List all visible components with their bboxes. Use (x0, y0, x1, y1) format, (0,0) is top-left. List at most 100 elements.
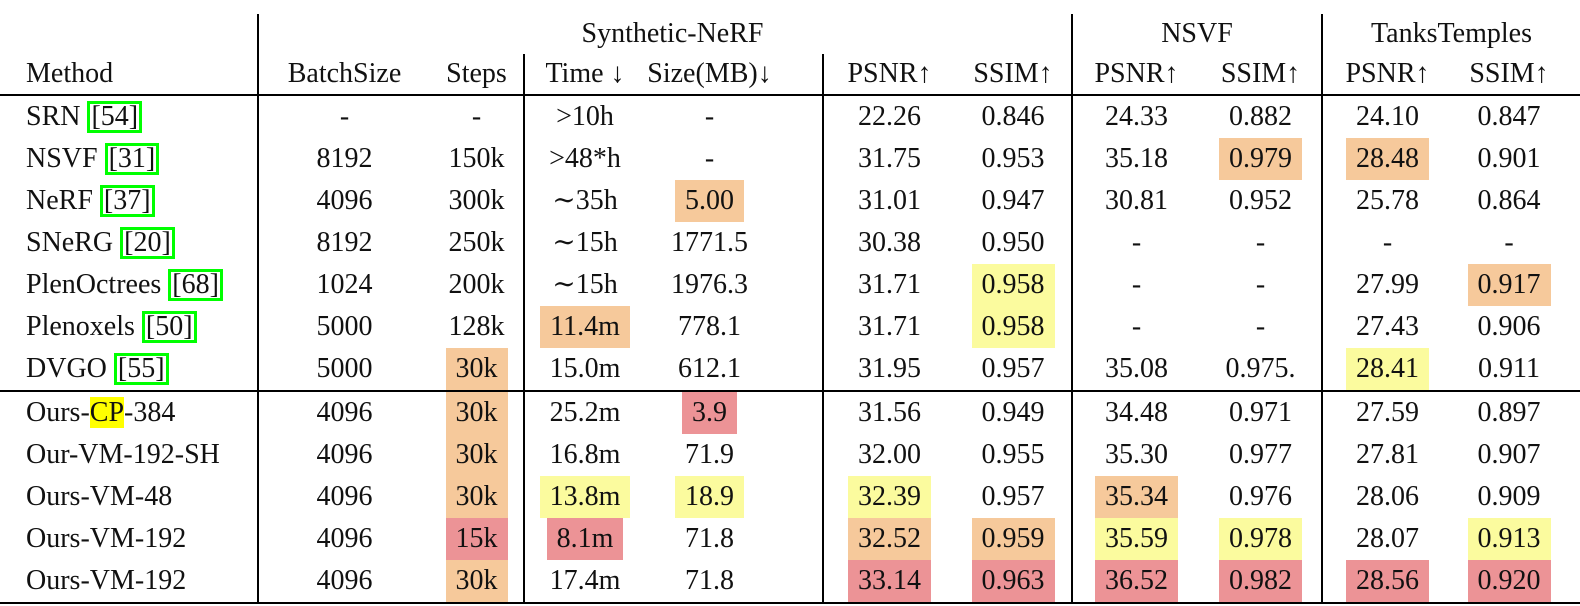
cell-psnr-tt: 27.59 (1321, 391, 1452, 434)
cell-batchsize: 8192 (257, 138, 430, 180)
citation-link[interactable]: [54] (87, 100, 143, 134)
col-header-size: Size(MB)↓ (645, 54, 823, 96)
cell-ssim-nsvf: - (1255, 227, 1266, 259)
cell-steps: 128k (448, 311, 505, 343)
cell-ssim-nsvf: 0.952 (1229, 185, 1292, 217)
method-cell: Ours-VM-192 (26, 523, 187, 555)
cell-ssim-syn: 0.959 (955, 518, 1072, 560)
cell-ssim-syn: 0.963 (955, 560, 1072, 603)
highlighted-value: 35.34 (1095, 476, 1178, 518)
cell-size: 612.1 (678, 353, 741, 385)
cell-time: ∼15h (523, 264, 645, 306)
citation-link[interactable]: [20] (120, 226, 175, 260)
cell-ssim-nsvf: 0.971 (1229, 397, 1292, 429)
group-header-tankstemples: TanksTemples (1321, 14, 1580, 54)
cell-ssim-nsvf: - (1255, 269, 1266, 301)
table-row: Ours-VM-192 4096 30k 17.4m 71.8 33.14 0.963 36.… (0, 560, 1580, 603)
cell-psnr-nsvf: 30.81 (1071, 180, 1200, 222)
cell-psnr-tt: 28.56 (1321, 560, 1452, 603)
cell-ssim-tt: 0.911 (1478, 353, 1540, 385)
col-header-batchsize: BatchSize (257, 54, 430, 96)
method-cell: PlenOctrees [68] (0, 264, 258, 306)
cell-psnr-tt: 27.43 (1321, 306, 1452, 348)
table-row: PlenOctrees [68] 1024 200k ∼15h 1976.3 31.71 0.… (0, 264, 1580, 306)
cell-psnr-nsvf: 35.34 (1071, 476, 1200, 518)
cell-psnr-tt: 28.07 (1321, 518, 1452, 560)
cell-ssim-nsvf: 0.975. (1225, 353, 1296, 385)
method-cell: Ours-CP-384 (26, 397, 176, 429)
cell-size: 3.9 (645, 391, 823, 434)
cell-steps: 30k (430, 348, 524, 391)
cell-size: 18.9 (645, 476, 823, 518)
highlighted-value: 0.920 (1467, 560, 1551, 602)
cell-psnr-syn: 31.75 (822, 138, 955, 180)
cell-time: 13.8m (523, 476, 645, 518)
citation-link[interactable]: [31] (104, 142, 160, 176)
cell-ssim-tt: 0.917 (1452, 264, 1580, 306)
cell-steps: 200k (448, 269, 505, 301)
highlighted-value: 0.982 (1219, 560, 1302, 602)
cell-batchsize: 5000 (257, 348, 430, 391)
cell-batchsize: 5000 (257, 306, 430, 348)
cell-ssim-tt: 0.897 (1477, 397, 1541, 429)
cell-ssim-syn: 0.957 (981, 481, 1045, 513)
cell-size: 71.9 (685, 439, 734, 471)
cell-ssim-nsvf: 0.976 (1229, 481, 1292, 513)
cell-ssim-nsvf: 0.978 (1200, 518, 1322, 560)
highlighted-value: 0.959 (971, 518, 1055, 560)
cell-time: 11.4m (523, 306, 645, 348)
highlighted-value: 32.52 (848, 518, 931, 560)
highlighted-value: 30k (445, 348, 508, 390)
cell-size: 778.1 (678, 311, 741, 343)
citation-link[interactable]: [68] (168, 268, 223, 302)
cell-psnr-tt: 25.78 (1321, 180, 1452, 222)
cell-ssim-tt: 0.920 (1452, 560, 1580, 603)
group-spacer-train (257, 14, 524, 54)
highlighted-value: 13.8m (539, 476, 631, 518)
cell-size: 1771.5 (671, 227, 748, 259)
method-cell: NSVF [31] (0, 138, 258, 180)
highlighted-value: 18.9 (675, 476, 744, 518)
cell-psnr-syn: 32.00 (822, 434, 955, 476)
cell-ssim-syn: 0.957 (981, 353, 1045, 385)
citation-link[interactable]: [37] (99, 184, 155, 218)
cell-ssim-syn: 0.947 (981, 185, 1045, 217)
highlighted-value: 36.52 (1095, 560, 1178, 602)
group-header-nsvf: NSVF (1071, 14, 1322, 54)
cell-ssim-syn: 0.955 (981, 439, 1045, 471)
highlighted-value: 5.00 (675, 180, 744, 222)
citation-link[interactable]: [55] (113, 352, 169, 386)
cell-ssim-syn: 0.950 (981, 227, 1045, 259)
cell-psnr-syn: 22.26 (822, 95, 955, 138)
col-header-steps: Steps (430, 54, 524, 96)
cell-ssim-nsvf: 0.882 (1229, 101, 1292, 133)
cell-size: 71.8 (685, 523, 734, 555)
cell-steps: 15k (430, 518, 524, 560)
cell-ssim-tt: 0.901 (1477, 143, 1541, 175)
cell-ssim-syn: 0.953 (981, 143, 1045, 175)
cell-psnr-syn: 31.71 (822, 306, 955, 348)
cell-batchsize: 4096 (257, 518, 430, 560)
method-cell: DVGO [55] (0, 348, 258, 391)
group-header-row: Synthetic-NeRF NSVF TanksTemples (0, 14, 1580, 54)
cell-time: >48*h (523, 138, 645, 180)
cell-ssim-syn: 0.846 (981, 101, 1045, 133)
cell-time: >10h (523, 95, 645, 138)
col-header-ssim-nsvf: SSIM↑ (1200, 54, 1322, 96)
method-cell: NeRF [37] (0, 180, 258, 222)
cell-steps: 300k (448, 185, 505, 217)
method-cell: Ours-VM-192 (26, 565, 187, 597)
cell-steps: 150k (448, 143, 505, 175)
cell-batchsize: 1024 (257, 264, 430, 306)
cell-psnr-nsvf: - (1071, 306, 1200, 348)
cell-steps: 250k (448, 227, 505, 259)
citation-link[interactable]: [50] (141, 310, 197, 344)
cell-ssim-nsvf: 0.982 (1200, 560, 1322, 603)
cell-psnr-tt: 28.48 (1321, 138, 1452, 180)
cell-psnr-nsvf: 35.30 (1071, 434, 1200, 476)
cell-psnr-syn: 30.38 (822, 222, 955, 264)
highlighted-value: 0.979 (1219, 138, 1302, 180)
highlighted-value: 30k (445, 560, 508, 602)
cell-steps: 30k (430, 434, 524, 476)
cell-batchsize: 4096 (257, 180, 430, 222)
